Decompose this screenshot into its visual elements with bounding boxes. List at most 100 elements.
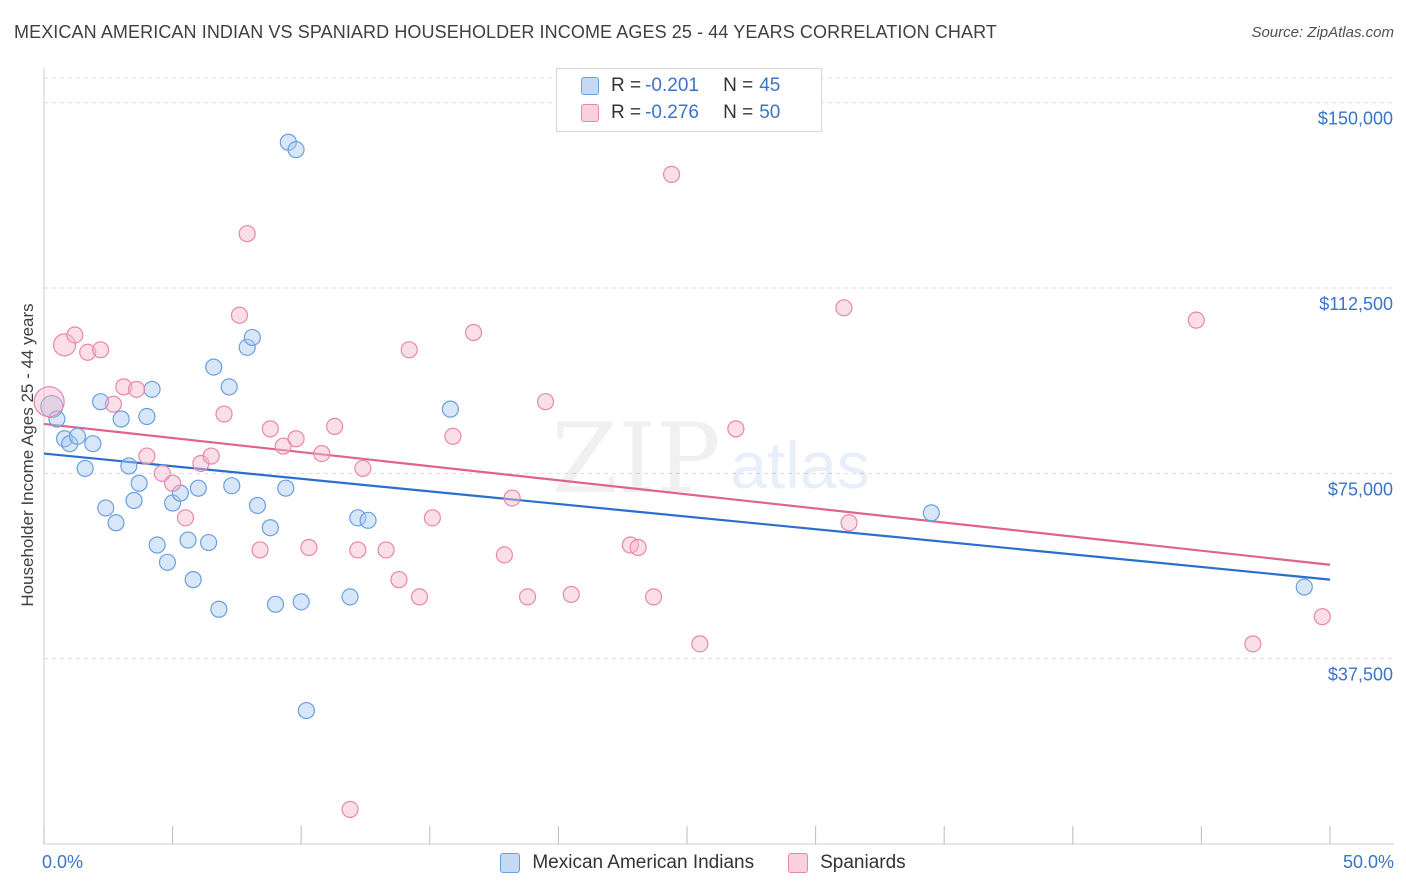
point-spaniards — [644, 588, 663, 606]
legend-r-value: -0.201 — [645, 75, 699, 96]
point-spaniards — [176, 509, 195, 527]
x-tick-label-min: 0.0% — [42, 852, 84, 872]
point-mexican-american-indians — [158, 553, 177, 571]
legend-label: Mexican American Indians — [532, 852, 755, 873]
point-spaniards — [215, 405, 233, 423]
watermark-zip: ZIP — [551, 403, 720, 515]
point-spaniards — [464, 323, 483, 342]
point-mexican-american-indians — [143, 380, 161, 398]
point-mexican-american-indians — [266, 595, 285, 613]
point-mexican-american-indians — [341, 588, 359, 606]
point-spaniards — [1187, 311, 1205, 329]
point-spaniards — [354, 459, 372, 478]
point-spaniards — [326, 417, 344, 436]
point-spaniards — [410, 588, 429, 606]
legend-r-label: R = — [611, 102, 642, 123]
point-spaniards — [390, 571, 408, 589]
point-spaniards — [662, 165, 681, 183]
point-spaniards — [52, 333, 77, 357]
legend-r-label: R = — [611, 75, 642, 96]
point-mexican-american-indians — [179, 531, 197, 549]
y-tick-label: $75,000 — [1328, 479, 1393, 499]
point-spaniards — [444, 427, 462, 445]
point-spaniards — [261, 420, 279, 438]
legend-swatch-blue — [500, 853, 521, 873]
point-mexican-american-indians — [84, 435, 102, 453]
legend-n-value: 45 — [759, 75, 781, 96]
point-mexican-american-indians — [210, 600, 228, 618]
point-spaniards — [518, 588, 537, 606]
point-spaniards — [349, 541, 367, 559]
point-mexican-american-indians — [40, 395, 64, 419]
point-mexican-american-indians — [220, 378, 238, 396]
legend-n-value: 50 — [759, 102, 781, 123]
point-mexican-american-indians — [359, 511, 377, 529]
legend-item-spaniards: Spaniards — [788, 852, 906, 874]
point-mexican-american-indians — [112, 410, 130, 428]
point-mexican-american-indians — [238, 338, 256, 356]
point-spaniards — [495, 546, 513, 564]
legend-swatch-blue — [581, 77, 599, 95]
point-spaniards — [251, 541, 269, 559]
gridlines — [44, 77, 1394, 660]
point-spaniards — [400, 341, 418, 359]
x-tick-label-max: 50.0% — [1342, 852, 1394, 872]
y-tick-labels: $37,500 $75,000 $112,500 $150,000 — [1318, 109, 1393, 685]
point-spaniards — [341, 800, 359, 819]
legend-row-mexican-american-indians: R = -0.201 N = 45 — [581, 73, 780, 99]
point-mexican-american-indians — [91, 393, 110, 411]
point-mexican-american-indians — [48, 410, 66, 428]
point-mexican-american-indians — [148, 536, 166, 554]
source-credit: Source: ZipAtlas.com — [1251, 24, 1394, 41]
point-mexican-american-indians — [441, 400, 459, 418]
point-mexican-american-indians — [287, 141, 305, 159]
trend-line-mexican-american-indians — [43, 452, 1331, 581]
legend-item-mexican-american-indians: Mexican American Indians — [500, 852, 754, 874]
point-spaniards — [423, 509, 441, 527]
point-spaniards — [691, 635, 709, 653]
point-mexican-american-indians — [277, 479, 295, 497]
legend-r-value: -0.276 — [645, 102, 699, 123]
point-mexican-american-indians — [349, 509, 367, 527]
point-spaniards — [536, 393, 555, 411]
point-spaniards — [164, 474, 182, 492]
point-mexican-american-indians — [261, 519, 279, 537]
point-mexican-american-indians — [223, 477, 241, 495]
point-spaniards — [562, 585, 580, 604]
point-mexican-american-indians — [138, 407, 156, 426]
point-spaniards — [127, 380, 146, 398]
series-legend: Mexican American Indians Spaniards — [0, 852, 1406, 874]
point-mexican-american-indians — [248, 496, 267, 515]
point-mexican-american-indians — [243, 328, 261, 347]
point-spaniards — [503, 489, 521, 507]
point-spaniards — [79, 343, 97, 361]
point-spaniards — [300, 538, 318, 557]
point-mexican-american-indians — [55, 430, 74, 448]
point-mexican-american-indians — [200, 533, 218, 552]
trend-line-spaniards — [43, 422, 1331, 566]
legend-n-label: N = — [723, 102, 754, 123]
legend-row-spaniards: R = -0.276 N = 50 — [581, 100, 780, 126]
point-spaniards — [727, 420, 745, 438]
watermark-atlas: atlas — [730, 428, 869, 502]
data-points — [33, 133, 1331, 819]
point-mexican-american-indians — [292, 593, 310, 611]
point-mexican-american-indians — [297, 701, 315, 720]
point-spaniards — [238, 225, 256, 243]
point-mexican-american-indians — [189, 479, 207, 497]
point-mexican-american-indians — [205, 358, 223, 376]
point-spaniards — [104, 395, 123, 413]
point-mexican-american-indians — [922, 504, 940, 522]
point-spaniards — [115, 378, 133, 396]
point-spaniards — [33, 386, 65, 418]
point-spaniards — [138, 447, 156, 465]
point-spaniards — [629, 538, 647, 557]
point-spaniards — [202, 447, 220, 465]
legend-n-label: N = — [723, 75, 754, 96]
legend-swatch-pink — [788, 853, 809, 873]
point-mexican-american-indians — [130, 474, 148, 492]
point-mexican-american-indians — [97, 499, 115, 517]
chart-title: MEXICAN AMERICAN INDIAN VS SPANIARD HOUS… — [14, 22, 997, 42]
y-tick-label: $150,000 — [1318, 109, 1393, 129]
